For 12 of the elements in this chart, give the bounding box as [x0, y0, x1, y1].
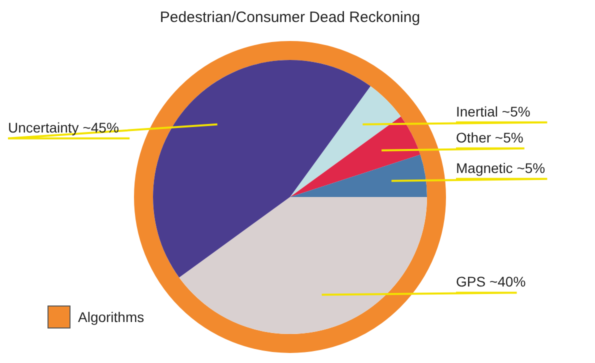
pie-slice [290, 116, 420, 197]
pie-slice [179, 197, 427, 334]
slice-label: GPS ~40% [456, 274, 526, 290]
pie-slice [153, 60, 371, 278]
chart-title: Pedestrian/Consumer Dead Reckoning [160, 9, 420, 26]
slice-label: Inertial ~5% [456, 103, 530, 120]
slice-label: Other ~5% [456, 129, 524, 146]
pie-slice [290, 154, 427, 197]
slice-label: Magnetic ~5% [456, 160, 546, 176]
pie-slice [290, 86, 401, 197]
slice-label: Uncertainty ~45% [8, 119, 119, 136]
text: Algorithms [78, 309, 144, 325]
